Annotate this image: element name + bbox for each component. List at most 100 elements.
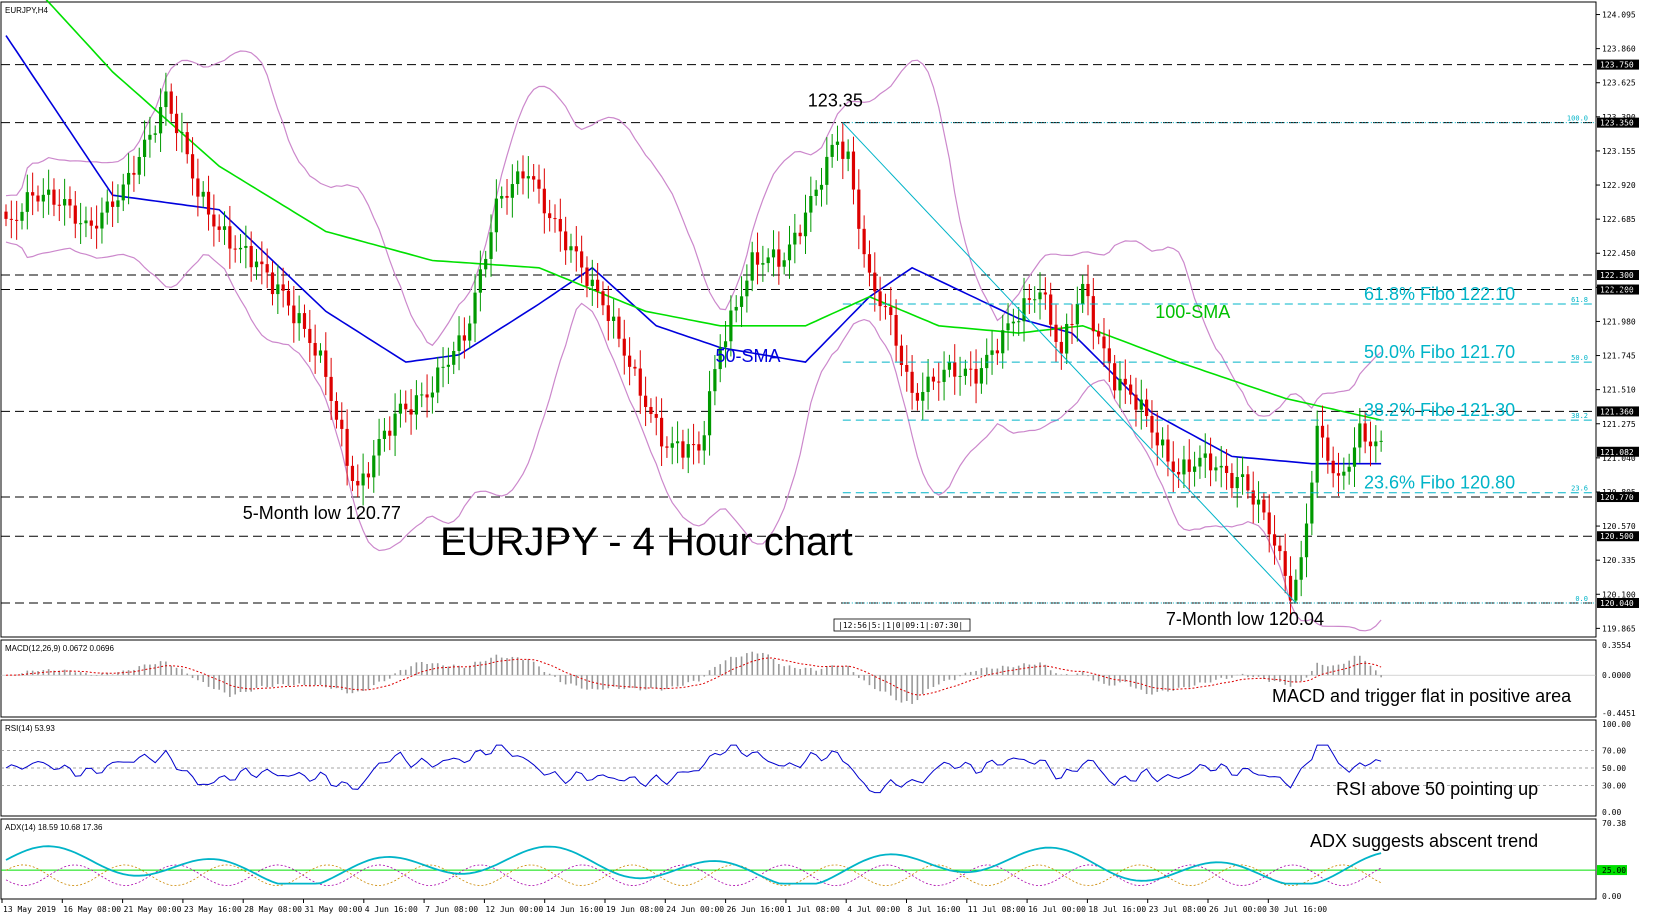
candle-body xyxy=(36,195,40,202)
candle-body xyxy=(1347,466,1351,472)
candle-body xyxy=(510,184,514,198)
candle-body xyxy=(921,392,925,401)
y-tick-label: 122.685 xyxy=(1602,215,1636,224)
macd-annotation: MACD and trigger flat in positive area xyxy=(1272,686,1572,706)
candle-body xyxy=(713,369,717,392)
x-tick-label: 8 Jul 16:00 xyxy=(908,905,961,914)
candle-body xyxy=(803,212,808,237)
candle-body xyxy=(1208,453,1213,471)
candle-body xyxy=(899,345,904,366)
y-tick-label: 123.625 xyxy=(1602,79,1636,88)
adx-annotation: ADX suggests abscent trend xyxy=(1310,831,1538,851)
candle-body xyxy=(1352,447,1357,467)
candle-body xyxy=(9,218,13,220)
candle-body xyxy=(398,403,403,414)
x-tick-label: 14 Jun 16:00 xyxy=(546,905,604,914)
candle-body xyxy=(771,249,776,258)
rsi-y-tick: 70.00 xyxy=(1602,746,1626,755)
candle-body xyxy=(478,269,482,293)
candle-body xyxy=(68,199,72,206)
x-tick-label: 7 Jun 08:00 xyxy=(425,905,478,914)
candle-body xyxy=(1118,378,1122,391)
candle-body xyxy=(1246,474,1250,491)
candle-body xyxy=(1075,303,1079,325)
rsi-annotation: RSI above 50 pointing up xyxy=(1336,779,1538,799)
candle-body xyxy=(1171,461,1175,472)
level-label: 122.300 xyxy=(1600,271,1634,280)
level-label: 123.350 xyxy=(1600,119,1634,128)
candle-body xyxy=(190,154,195,179)
candle-body xyxy=(265,264,269,273)
candle-body xyxy=(793,232,797,245)
candle-body xyxy=(340,419,344,429)
candle-body xyxy=(1262,499,1266,513)
candle-body xyxy=(126,172,131,185)
candle-body xyxy=(739,296,744,307)
candle-body xyxy=(1113,363,1117,391)
candle-body xyxy=(580,251,584,268)
candle-body xyxy=(926,376,930,393)
candle-body xyxy=(537,179,541,189)
candle-body xyxy=(393,413,397,436)
candle-body xyxy=(809,195,813,213)
bollinger-lower xyxy=(5,241,1382,632)
candle-body xyxy=(633,366,637,369)
candle-body xyxy=(388,430,392,436)
candle-body xyxy=(446,364,450,367)
candle-body xyxy=(1294,579,1298,601)
main-price-panel: 100.0 61.8 61.8% Fibo 122.10 50.0 50.0% Fibo… xyxy=(0,0,1639,638)
candle-body xyxy=(212,214,216,227)
candle-body xyxy=(857,189,861,229)
candle-body xyxy=(830,144,834,157)
adx-minus-di-line xyxy=(5,864,1382,887)
candle-body xyxy=(292,305,296,324)
candle-body xyxy=(1304,523,1309,558)
candle-body xyxy=(905,365,909,372)
candle-body xyxy=(953,362,957,377)
candle-body xyxy=(601,291,605,306)
fibo-level-label: 50.0% Fibo 121.70 xyxy=(1364,342,1515,362)
rsi-y-tick: 30.00 xyxy=(1602,782,1626,791)
adx-panel: 70.38 25.00 0.00 ADX(14) 18.59 10.68 17.36… xyxy=(0,818,1627,901)
y-tick-label: 121.040 xyxy=(1602,454,1636,463)
candle-body xyxy=(31,192,35,196)
candle-body xyxy=(745,280,749,297)
candle-body xyxy=(1059,341,1063,354)
candle-body xyxy=(260,261,264,265)
candle-body xyxy=(649,406,653,415)
candle-body xyxy=(516,171,520,185)
y-tick-label: 123.860 xyxy=(1602,45,1636,54)
fibo-trendline xyxy=(842,122,1297,604)
candle-body xyxy=(814,189,818,196)
time-scroll-marker: |12:56|5:|1|0|09:1|:07:30| xyxy=(833,618,971,632)
candle-body xyxy=(1336,473,1341,476)
candle-body xyxy=(1161,439,1165,446)
level-label-box xyxy=(1597,492,1639,503)
fibo-level-label: 23.6% Fibo 120.80 xyxy=(1364,473,1515,493)
candle-body xyxy=(644,395,648,407)
symbol-label: EURJPY,H4 xyxy=(5,6,49,15)
candle-body xyxy=(569,246,573,251)
candle-body xyxy=(1379,440,1383,442)
candle-body xyxy=(436,367,440,393)
candle-body xyxy=(1374,441,1378,447)
candle-body xyxy=(521,171,525,179)
candle-body xyxy=(1033,299,1037,301)
candle-body xyxy=(1230,472,1234,489)
level-label-box xyxy=(1597,284,1639,295)
x-tick-label: 18 Jul 16:00 xyxy=(1088,905,1146,914)
candle-body xyxy=(548,213,552,219)
candle-body xyxy=(931,376,936,382)
candle-body xyxy=(286,290,291,306)
candle-body xyxy=(345,428,349,466)
candle-body xyxy=(73,205,77,224)
candle-body xyxy=(1187,459,1191,472)
y-tick-label: 122.920 xyxy=(1602,181,1636,190)
y-tick-label: 123.390 xyxy=(1602,113,1636,122)
y-tick-label: 120.335 xyxy=(1602,556,1636,565)
candle-body xyxy=(1134,394,1138,410)
candle-body xyxy=(361,473,365,486)
candle-body xyxy=(313,342,317,356)
level-label: 122.200 xyxy=(1600,286,1634,295)
candle-body xyxy=(1358,423,1362,448)
